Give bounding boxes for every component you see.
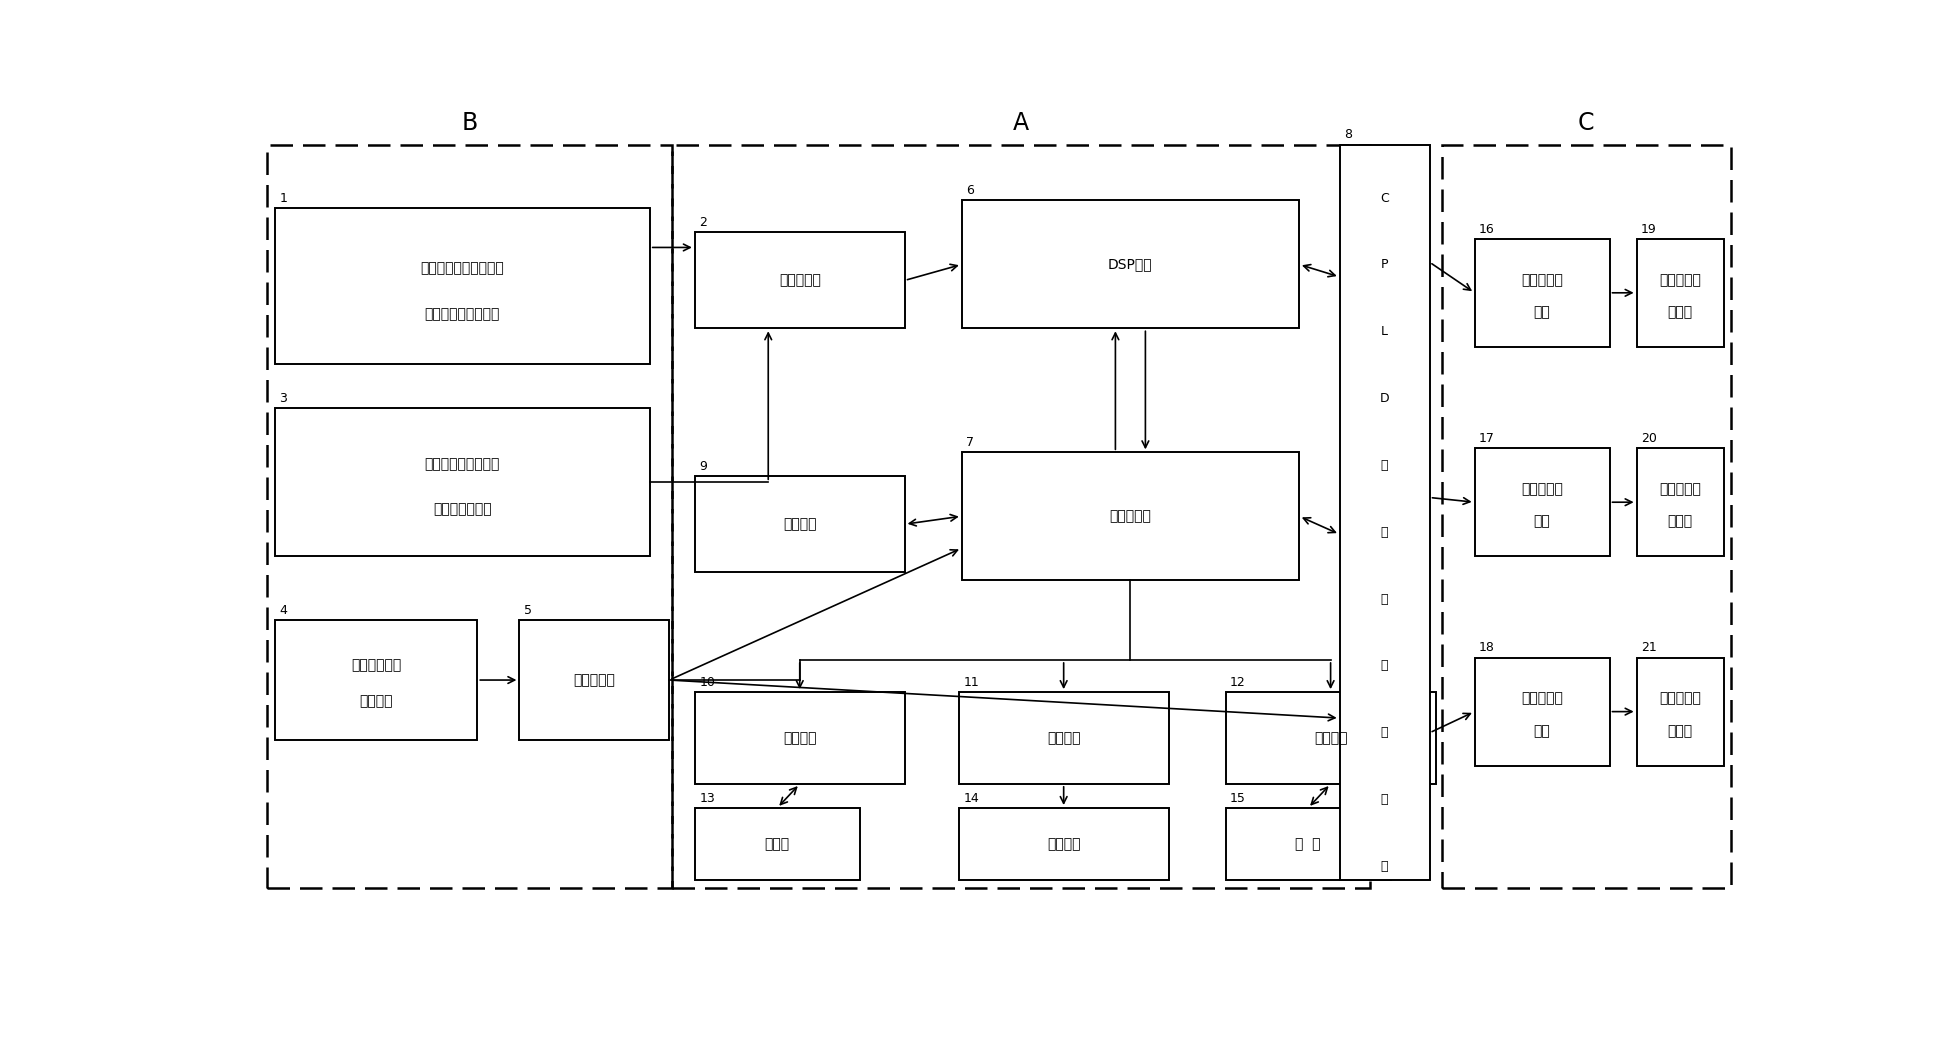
Text: D: D [1380, 392, 1389, 405]
Bar [962, 200, 1298, 328]
Bar [1339, 144, 1430, 880]
Text: 磁耦合器: 磁耦合器 [784, 731, 817, 745]
Text: 开关合分状态: 开关合分状态 [350, 659, 401, 673]
Bar [1225, 808, 1391, 880]
Text: 1: 1 [279, 192, 286, 206]
Text: 12: 12 [1231, 676, 1246, 689]
Bar [1474, 239, 1610, 347]
Text: 磁耦合器: 磁耦合器 [1314, 731, 1347, 745]
Text: 单片机系统: 单片机系统 [1109, 510, 1151, 523]
Bar [1474, 658, 1610, 766]
Bar [695, 476, 906, 572]
Text: 18: 18 [1478, 641, 1496, 655]
Text: 与: 与 [1382, 593, 1387, 605]
Text: 13: 13 [699, 792, 716, 804]
Text: 功率光电耦: 功率光电耦 [1521, 483, 1563, 496]
Text: L: L [1382, 325, 1387, 338]
Text: 14: 14 [964, 792, 979, 804]
Bar [671, 144, 1370, 887]
Text: 9: 9 [699, 460, 706, 473]
Text: （温度传感器）: （温度传感器） [433, 501, 491, 516]
Text: 信号预告开: 信号预告开 [1658, 483, 1701, 496]
Text: DSP系统: DSP系统 [1109, 257, 1153, 271]
Text: 信号预处理: 信号预处理 [778, 273, 820, 288]
Text: 键  盘: 键 盘 [1295, 837, 1322, 851]
Text: 6: 6 [966, 185, 973, 197]
Text: 出回路: 出回路 [1668, 725, 1693, 738]
Text: 2: 2 [699, 216, 706, 229]
Text: 5: 5 [524, 604, 532, 617]
Text: 4: 4 [279, 604, 286, 617]
Text: 合器: 合器 [1534, 305, 1550, 320]
Text: 检测回路: 检测回路 [360, 694, 393, 709]
Bar [267, 144, 671, 887]
Text: P: P [1382, 258, 1387, 271]
Bar [695, 233, 906, 328]
Text: 11: 11 [964, 676, 979, 689]
Text: 功率光电耦: 功率光电耦 [1521, 691, 1563, 706]
Bar [1637, 658, 1724, 766]
Bar [519, 620, 670, 740]
Text: 功率光电耦: 功率光电耦 [1521, 273, 1563, 286]
Text: 出回路: 出回路 [1668, 305, 1693, 320]
Text: 日历时钟: 日历时钟 [784, 517, 817, 531]
Bar [1442, 144, 1732, 887]
Text: A: A [1012, 111, 1029, 135]
Text: 7: 7 [966, 436, 973, 449]
Bar [275, 408, 650, 556]
Text: 逻: 逻 [1382, 459, 1387, 472]
Text: 16: 16 [1478, 223, 1496, 236]
Text: （剩余电流互感器）: （剩余电流互感器） [424, 307, 499, 322]
Bar [958, 692, 1169, 784]
Text: 电缆接头温度量扩展: 电缆接头温度量扩展 [424, 458, 499, 471]
Text: 通信口: 通信口 [764, 837, 789, 851]
Bar [695, 808, 859, 880]
Text: C: C [1579, 111, 1594, 135]
Text: 光电耦合器: 光电耦合器 [573, 673, 615, 687]
Text: B: B [462, 111, 478, 135]
Text: 19: 19 [1641, 223, 1656, 236]
Text: 开关脱扣开: 开关脱扣开 [1658, 273, 1701, 286]
Text: 系: 系 [1382, 793, 1387, 807]
Bar [1474, 448, 1610, 556]
Text: 合器: 合器 [1534, 725, 1550, 738]
Bar [1225, 692, 1436, 784]
Text: 合器: 合器 [1534, 515, 1550, 528]
Text: 10: 10 [699, 676, 716, 689]
Text: 馈电支路剩余电流检测: 馈电支路剩余电流检测 [420, 261, 505, 275]
Text: 磁耦合器: 磁耦合器 [1047, 731, 1080, 745]
Text: 17: 17 [1478, 432, 1496, 445]
Text: 组: 组 [1382, 659, 1387, 673]
Bar [695, 692, 906, 784]
Bar [1637, 448, 1724, 556]
Text: 出回路: 出回路 [1668, 515, 1693, 528]
Bar [275, 620, 478, 740]
Text: 合: 合 [1382, 727, 1387, 739]
Bar [275, 209, 650, 364]
Text: C: C [1380, 192, 1389, 204]
Text: 3: 3 [279, 392, 286, 405]
Text: 消防联动开: 消防联动开 [1658, 691, 1701, 706]
Text: 21: 21 [1641, 641, 1656, 655]
Bar [962, 453, 1298, 580]
Bar [1637, 239, 1724, 347]
Text: 20: 20 [1641, 432, 1656, 445]
Text: 8: 8 [1345, 129, 1353, 141]
Text: 液晶显示: 液晶显示 [1047, 837, 1080, 851]
Text: 15: 15 [1231, 792, 1246, 804]
Bar [958, 808, 1169, 880]
Text: 辑: 辑 [1382, 526, 1387, 539]
Text: 统: 统 [1382, 861, 1387, 873]
